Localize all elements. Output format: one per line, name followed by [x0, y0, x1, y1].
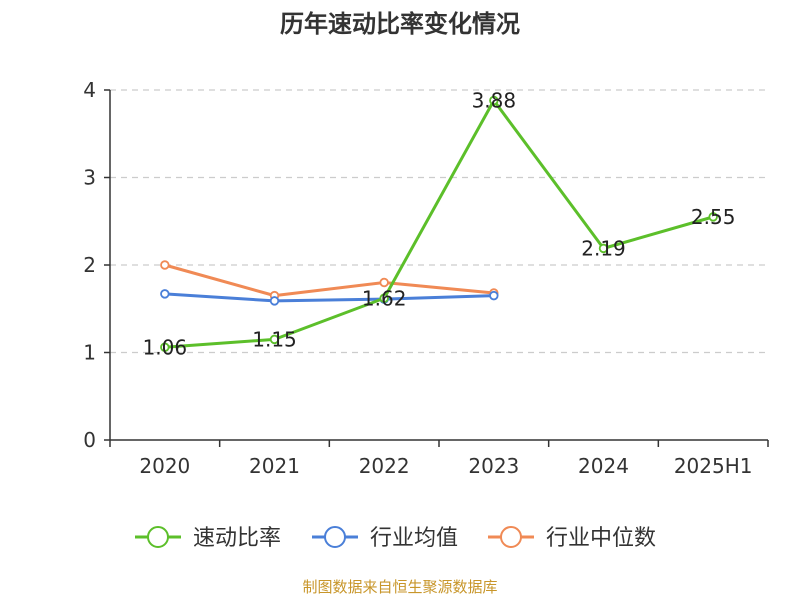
chart-title: 历年速动比率变化情况	[280, 10, 520, 38]
series-line-2	[164, 263, 494, 298]
data-point	[160, 342, 170, 352]
x-tick-label: 2021	[249, 454, 300, 478]
data-point	[598, 243, 609, 254]
data-label: 1.06	[143, 335, 188, 359]
data-point	[160, 260, 170, 270]
data-label: 2.55	[691, 205, 736, 229]
legend-item-1: 行业均值	[312, 526, 458, 551]
legend-label: 行业中位数	[546, 526, 656, 551]
axis-layer: 0 1 2 3 4 2020 2021 2022 2023 2024 2025H1	[83, 78, 769, 478]
legend-swatch-marker	[500, 526, 522, 548]
source-note: 制图数据来自恒生聚源数据库	[302, 578, 498, 596]
x-tick-label: 2025H1	[674, 454, 753, 478]
data-point	[160, 289, 170, 299]
x-tick-label: 2022	[359, 454, 410, 478]
data-label: 1.15	[252, 327, 297, 351]
legend-item-0: 速动比率	[135, 526, 281, 551]
data-point	[379, 277, 389, 288]
legend-swatch-marker	[324, 526, 346, 548]
data-point	[708, 212, 718, 222]
series-layer	[160, 95, 718, 352]
legend-label: 速动比率	[193, 526, 281, 551]
data-label: 1.62	[362, 286, 407, 310]
y-tick-label: 1	[83, 341, 96, 365]
data-point	[379, 293, 389, 303]
y-tick-label: 4	[83, 78, 96, 102]
series-line-0	[164, 99, 714, 349]
legend-item-2: 行业中位数	[488, 526, 656, 551]
data-point	[269, 334, 280, 345]
data-label: 2.19	[581, 236, 626, 260]
y-tick-label: 2	[83, 253, 96, 277]
y-tick-label: 3	[83, 166, 96, 190]
label-layer: 1.06 1.15 1.62 3.88 2.19 2.55	[143, 89, 736, 360]
data-point	[489, 95, 499, 106]
legend: 速动比率 行业均值 行业中位数	[135, 526, 656, 551]
legend-swatch-marker	[147, 526, 169, 548]
legend-label: 行业均值	[370, 526, 458, 551]
data-label: 3.88	[472, 89, 517, 113]
data-point	[269, 296, 280, 306]
y-tick-label: 0	[83, 428, 96, 452]
series-line-1	[164, 292, 494, 303]
x-tick-label: 2020	[139, 454, 190, 478]
x-tick-label: 2024	[578, 454, 629, 478]
x-tick-label: 2023	[468, 454, 519, 478]
grid-layer	[110, 89, 768, 354]
data-point	[489, 290, 499, 301]
